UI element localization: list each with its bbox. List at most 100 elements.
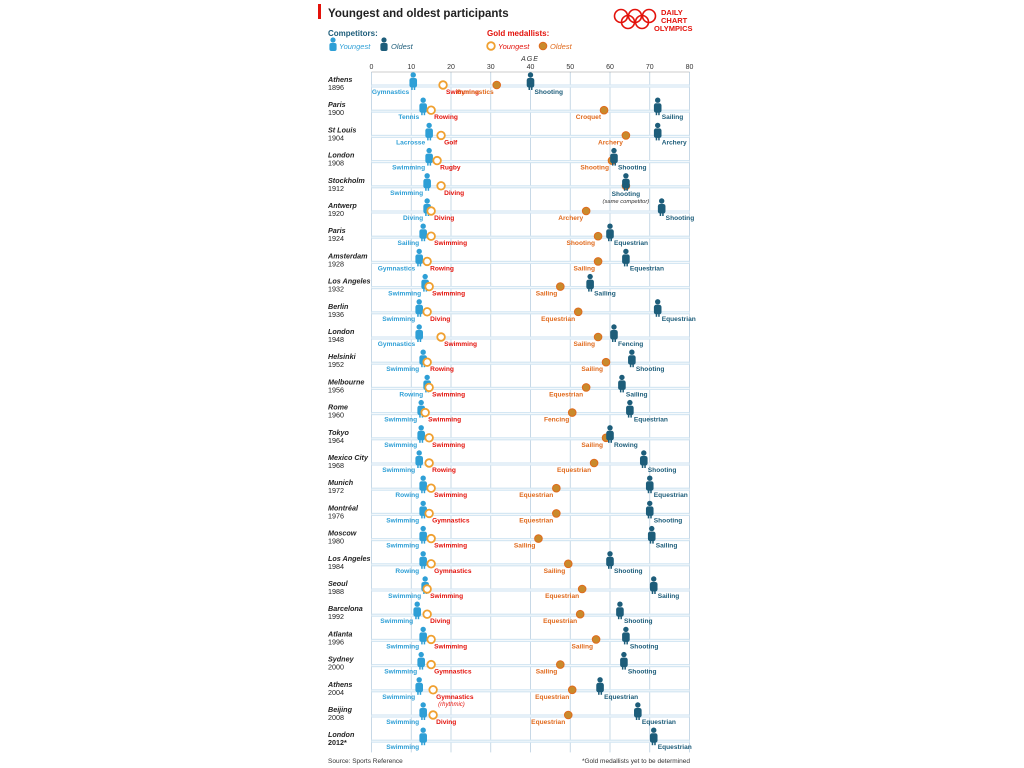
gold-youngest-sport: Rowing xyxy=(430,265,454,272)
competitor-youngest-marker-body xyxy=(425,153,433,164)
games-year: 1904 xyxy=(328,133,344,142)
competitor-oldest-marker-body xyxy=(610,330,618,340)
competitor-youngest-marker-body xyxy=(419,708,427,718)
gold-youngest-marker xyxy=(422,584,432,594)
competitor-oldest-marker-leg xyxy=(623,263,626,267)
games-year: 1936 xyxy=(328,310,344,319)
gold-youngest-sport: Diving xyxy=(430,316,450,323)
competitor-youngest-sport: Swimming xyxy=(384,417,417,424)
competitor-youngest-sport: Swimming xyxy=(384,669,417,676)
gold-youngest-sport: Swimming xyxy=(428,417,461,424)
competitor-oldest-marker xyxy=(618,374,626,393)
gold-youngest-marker xyxy=(436,130,446,141)
gold-youngest-marker xyxy=(424,382,434,393)
gold-oldest-marker xyxy=(591,635,601,644)
gold-oldest-sport: Equestrian xyxy=(543,618,577,625)
competitor-youngest-marker-body xyxy=(419,531,427,542)
competitor-oldest-marker-leg xyxy=(659,213,662,216)
competitor-youngest-marker-body xyxy=(415,254,423,264)
competitor-youngest-marker-head xyxy=(410,72,416,78)
games-year: 1932 xyxy=(328,285,344,294)
competitor-oldest-marker-head xyxy=(611,147,617,154)
competitor-oldest-marker-head xyxy=(623,173,629,179)
competitor-youngest-marker-head xyxy=(416,248,422,255)
competitor-oldest-marker xyxy=(622,626,630,645)
competitor-youngest-marker-head xyxy=(416,677,422,683)
competitor-youngest-marker-leg xyxy=(419,313,422,317)
gold-oldest-marker xyxy=(567,685,577,695)
competitor-oldest-marker xyxy=(622,173,630,191)
games-year: 1896 xyxy=(328,83,344,92)
gold-youngest-marker xyxy=(426,231,436,241)
competitor-oldest-marker-leg xyxy=(651,742,654,746)
gold-oldest-marker xyxy=(593,257,603,266)
games-year: 1984 xyxy=(328,562,344,571)
competitor-oldest-marker-head xyxy=(607,223,613,229)
gold-youngest-marker xyxy=(424,508,434,519)
competitor-youngest-sport: Lacrosse xyxy=(396,139,425,146)
competitor-oldest-marker-head xyxy=(635,702,641,708)
competitor-oldest-marker-body xyxy=(653,304,662,315)
gold-youngest-marker xyxy=(428,685,438,695)
competitor-youngest-marker-leg xyxy=(421,364,423,368)
competitor-youngest-marker-leg xyxy=(421,112,423,116)
gold-oldest-marker xyxy=(581,383,591,392)
gold-oldest-sport: Sailing xyxy=(514,543,536,550)
competitor-oldest-marker-head xyxy=(627,399,633,406)
competitor-oldest-marker-leg xyxy=(600,691,603,695)
gold-oldest-sport: Sailing xyxy=(536,291,558,298)
gold-youngest-marker xyxy=(422,256,432,267)
competitor-oldest-marker-head xyxy=(647,500,653,507)
games-year: 1928 xyxy=(328,259,344,268)
competitor-oldest-marker-leg xyxy=(627,414,630,418)
gold-youngest-marker xyxy=(438,80,448,90)
games-city: Berlin xyxy=(328,302,349,311)
gold-oldest-sport: Sailing xyxy=(536,669,558,676)
legend-medallist-old-marker xyxy=(538,41,548,51)
competitor-youngest-marker-head xyxy=(426,147,432,154)
gold-youngest-marker xyxy=(420,407,430,418)
competitor-youngest-sport: Swimming xyxy=(382,467,415,474)
competitor-oldest-marker xyxy=(622,248,630,267)
competitor-youngest-marker-leg xyxy=(421,238,423,242)
competitor-youngest-marker-leg xyxy=(417,616,420,620)
games-year: 1964 xyxy=(328,436,344,445)
competitor-oldest-marker-body xyxy=(647,531,656,542)
gold-youngest-marker xyxy=(424,433,434,443)
competitor-oldest-marker xyxy=(526,72,535,90)
gold-oldest-marker xyxy=(552,483,561,493)
gold-oldest-sport: Equestrian xyxy=(519,492,553,499)
gold-youngest-sport: Swimming xyxy=(430,593,463,600)
games-year: 1988 xyxy=(328,587,344,596)
competitor-oldest-sport: Equestrian xyxy=(604,694,638,701)
gold-oldest-sport: Sailing xyxy=(573,265,595,272)
competitor-oldest-marker-leg xyxy=(654,742,656,746)
competitor-oldest-sport: Rowing xyxy=(614,442,638,449)
competitor-youngest-sport: Swimming xyxy=(386,543,419,550)
competitor-oldest-marker-leg xyxy=(531,87,533,90)
competitor-youngest-marker-leg xyxy=(421,515,423,519)
gold-youngest-marker xyxy=(432,155,442,166)
gold-youngest-marker xyxy=(424,281,434,292)
competitor-oldest-marker-head xyxy=(649,525,655,532)
competitor-oldest-marker-leg xyxy=(651,591,654,594)
games-city: Los Angeles xyxy=(328,277,370,286)
competitor-oldest-marker-leg xyxy=(611,162,614,166)
games-year: 1992 xyxy=(328,612,344,621)
competitor-youngest-marker-head xyxy=(420,551,426,557)
competitor-youngest-marker-head xyxy=(420,525,426,532)
legend-medallist-young-marker xyxy=(486,41,496,51)
competitor-youngest-marker-leg xyxy=(419,263,422,267)
games-year: 1912 xyxy=(328,184,344,193)
competitor-oldest-marker-leg xyxy=(617,616,620,620)
competitor-youngest-marker xyxy=(419,525,427,544)
competitor-youngest-sport: Swimming xyxy=(386,719,419,726)
competitor-oldest-marker xyxy=(610,147,618,166)
gold-oldest-marker xyxy=(601,357,611,367)
competitor-oldest-marker-head xyxy=(658,198,665,204)
competitor-oldest-marker-body xyxy=(610,153,618,164)
